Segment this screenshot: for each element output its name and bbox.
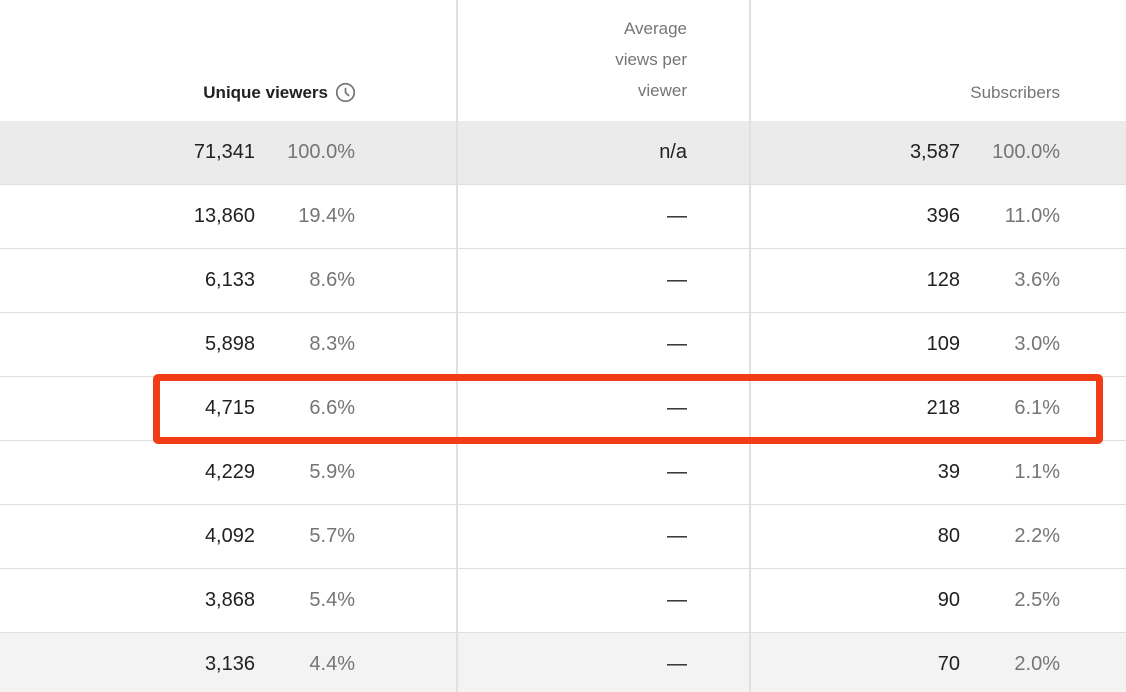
unique-viewers-value: 13,860 xyxy=(193,205,255,227)
unique-viewers-pct: 4.4% xyxy=(309,653,355,675)
column-header-subscribers[interactable]: Subscribers xyxy=(970,83,1060,102)
unique-viewers-value: 3,868 xyxy=(204,589,255,611)
subscribers-pct: 6.1% xyxy=(1014,397,1060,419)
subscribers-value: 128 xyxy=(926,269,960,291)
table-row[interactable]: 4,229 5.9% — 39 1.1% xyxy=(0,441,1126,505)
table-row[interactable]: 3,868 5.4% — 90 2.5% xyxy=(0,569,1126,633)
avg-views-value: — xyxy=(667,461,687,483)
table-body: 71,341 100.0% n/a 3,587 100.0% 13,860 19… xyxy=(0,121,1126,692)
unique-viewers-value: 6,133 xyxy=(204,269,255,291)
subscribers-value: 70 xyxy=(937,653,960,675)
table-row-highlighted[interactable]: 4,715 6.6% — 218 6.1% xyxy=(0,377,1126,441)
table-row[interactable]: 5,898 8.3% — 109 3.0% xyxy=(0,313,1126,377)
subscribers-value: 396 xyxy=(926,205,960,227)
subscribers-value: 109 xyxy=(926,333,960,355)
subscribers-pct: 3.0% xyxy=(1014,333,1060,355)
unique-viewers-pct: 8.6% xyxy=(309,269,355,291)
unique-viewers-pct: 19.4% xyxy=(298,205,355,227)
avg-views-value: — xyxy=(667,397,687,419)
table-row[interactable]: 3,136 4.4% — 70 2.0% xyxy=(0,633,1126,692)
table-row-total[interactable]: 71,341 100.0% n/a 3,587 100.0% xyxy=(0,121,1126,185)
subscribers-pct: 2.2% xyxy=(1014,525,1060,547)
unique-viewers-pct: 8.3% xyxy=(309,333,355,355)
unique-viewers-pct: 5.7% xyxy=(309,525,355,547)
table-row[interactable]: 6,133 8.6% — 128 3.6% xyxy=(0,249,1126,313)
subscribers-value: 3,587 xyxy=(909,141,960,163)
table-header: Unique viewers Average views per viewer … xyxy=(0,0,1126,121)
avg-views-value: n/a xyxy=(659,141,687,163)
unique-viewers-value: 4,715 xyxy=(204,397,255,419)
unique-viewers-value: 4,092 xyxy=(204,525,255,547)
unique-viewers-header-label: Unique viewers xyxy=(203,82,328,102)
unique-viewers-pct: 5.4% xyxy=(309,589,355,611)
avg-views-value: — xyxy=(667,333,687,355)
subscribers-pct: 2.5% xyxy=(1014,589,1060,611)
avg-views-value: — xyxy=(667,525,687,547)
subscribers-value: 80 xyxy=(937,525,960,547)
unique-viewers-value: 3,136 xyxy=(204,653,255,675)
avg-views-value: — xyxy=(667,205,687,227)
unique-viewers-pct: 5.9% xyxy=(309,461,355,483)
subscribers-value: 218 xyxy=(926,397,960,419)
avg-views-value: — xyxy=(667,589,687,611)
clock-icon xyxy=(335,82,356,103)
table-row[interactable]: 4,092 5.7% — 80 2.2% xyxy=(0,505,1126,569)
subscribers-value: 39 xyxy=(937,461,960,483)
table-row[interactable]: 13,860 19.4% — 396 11.0% xyxy=(0,185,1126,249)
unique-viewers-pct: 6.6% xyxy=(309,397,355,419)
subscribers-pct: 3.6% xyxy=(1014,269,1060,291)
unique-viewers-value: 71,341 xyxy=(193,141,255,163)
subscribers-pct: 100.0% xyxy=(992,141,1060,163)
column-header-unique-viewers[interactable]: Unique viewers xyxy=(203,82,356,103)
column-header-average-views-per-viewer[interactable]: Average views per viewer xyxy=(615,19,687,100)
column-divider xyxy=(456,0,458,692)
subscribers-pct: 2.0% xyxy=(1014,653,1060,675)
unique-viewers-value: 4,229 xyxy=(204,461,255,483)
subscribers-pct: 1.1% xyxy=(1014,461,1060,483)
unique-viewers-value: 5,898 xyxy=(204,333,255,355)
subscribers-value: 90 xyxy=(937,589,960,611)
unique-viewers-pct: 100.0% xyxy=(287,141,355,163)
subscribers-pct: 11.0% xyxy=(1004,205,1060,227)
column-divider xyxy=(749,0,751,692)
avg-views-value: — xyxy=(667,269,687,291)
avg-views-value: — xyxy=(667,653,687,675)
